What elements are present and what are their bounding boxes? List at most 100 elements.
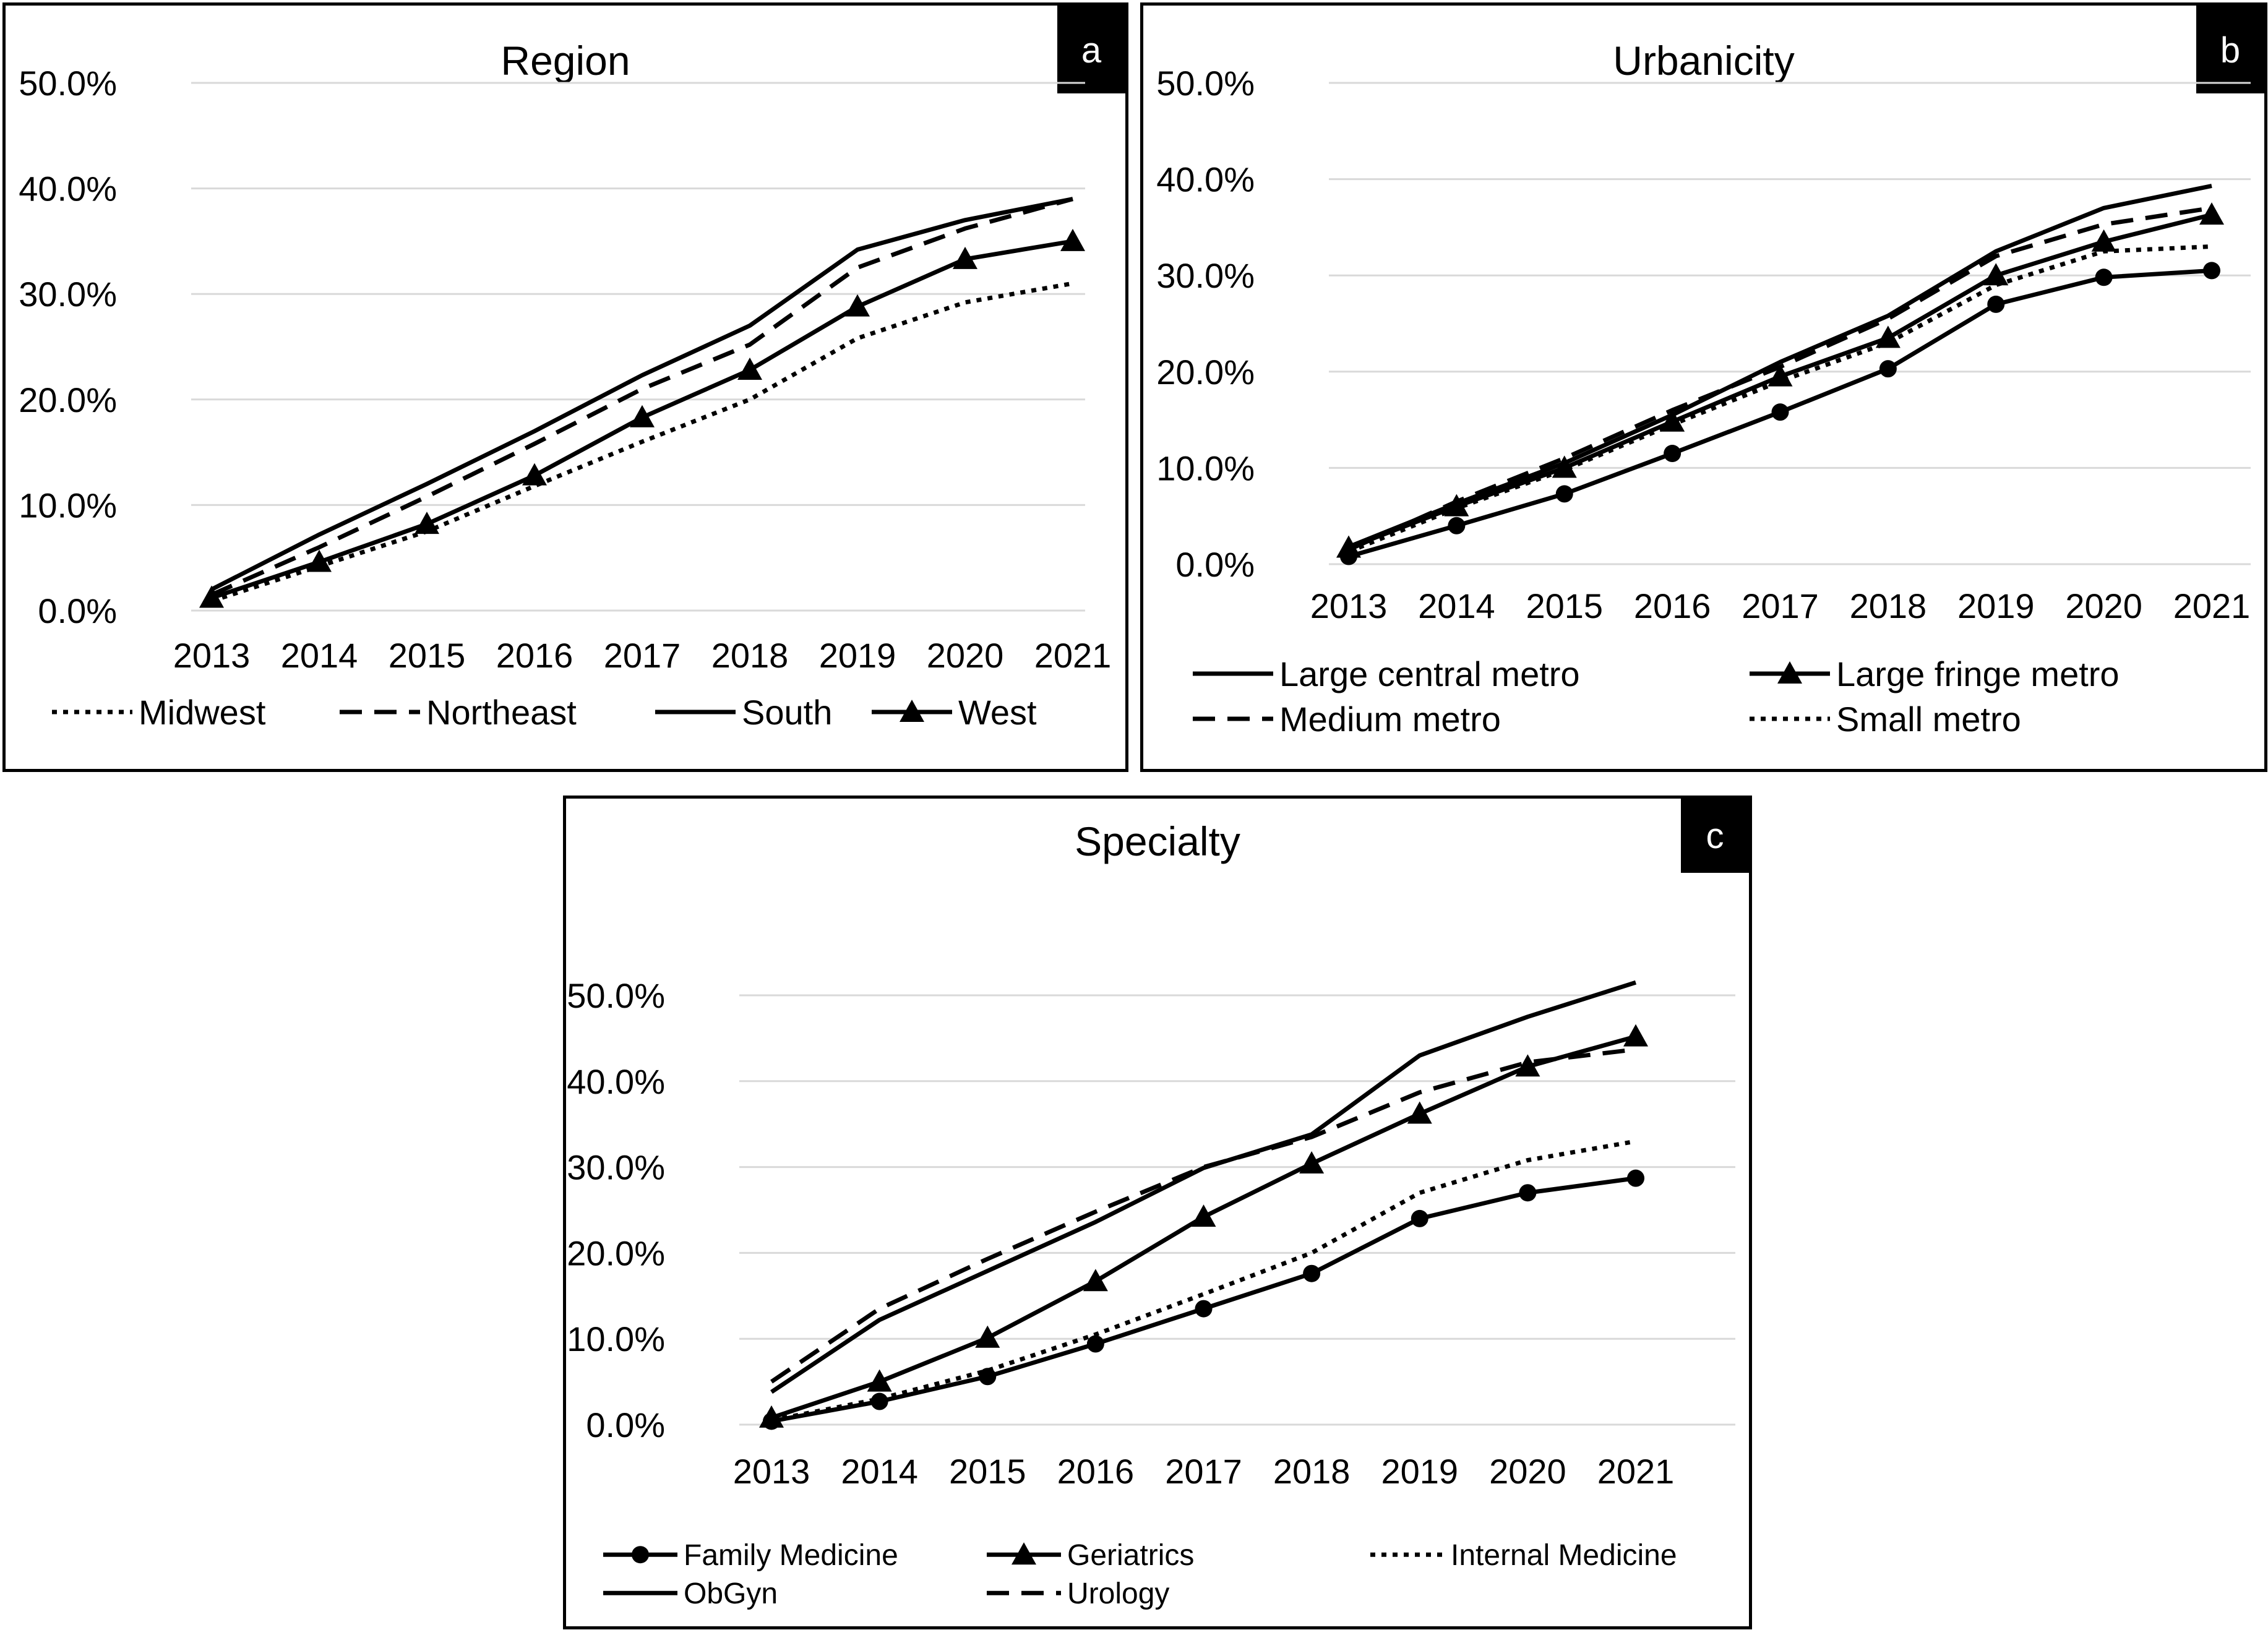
- y-tick-label: 30.0%: [567, 1148, 665, 1187]
- series-line-northeast: [210, 197, 1073, 597]
- data-point-family-medicine: [1303, 1264, 1321, 1282]
- data-point-geriatrics: [1299, 1151, 1325, 1174]
- data-point-large-fringe-metro: [1875, 325, 1901, 348]
- legend-label: Small metro: [1836, 700, 2021, 739]
- x-tick-label: 2015: [949, 1452, 1026, 1491]
- chart-title: Urbanicity: [1613, 38, 1794, 84]
- x-tick-label: 2014: [281, 636, 358, 675]
- data-point-west: [199, 585, 224, 608]
- legend-label: South: [742, 693, 832, 732]
- data-point-geriatrics: [1515, 1054, 1540, 1077]
- data-point-large-fringe-metro: [1552, 455, 1577, 478]
- x-tick-label: 2016: [496, 636, 573, 675]
- legend-marker: [1777, 661, 1802, 684]
- region-chart: a Region 0.0% 10.0% 20.0% 30.0% 40.0% 50.0% 2…: [19, 6, 1125, 732]
- x-tick-label: 2016: [1634, 586, 1711, 625]
- specialty-chart: c Specialty 0.0% 10.0% 20.0% 30.0% 40.0% 50.0…: [567, 799, 1749, 1610]
- y-tick-label: 0.0%: [586, 1405, 665, 1444]
- x-tick-label: 2019: [819, 636, 896, 675]
- data-point-west: [737, 358, 762, 380]
- series-line-south: [210, 197, 1073, 591]
- y-tick-label: 0.0%: [38, 591, 117, 630]
- legend-item-west: West: [872, 693, 1037, 732]
- y-tick-label: 40.0%: [19, 169, 117, 208]
- legend-label: Internal Medicine: [1451, 1539, 1677, 1572]
- data-point-geriatrics: [1083, 1269, 1108, 1292]
- y-tick-label: 30.0%: [19, 275, 117, 314]
- data-point-geriatrics: [1623, 1024, 1648, 1047]
- data-point-large-fringe-metro: [2199, 202, 2224, 225]
- data-point-geriatrics: [975, 1325, 1000, 1348]
- series-line-internal-medicine: [771, 1139, 1636, 1423]
- chart-title: Region: [500, 38, 630, 84]
- x-tick-label: 2021: [1597, 1452, 1675, 1491]
- x-tick-label: 2021: [2173, 586, 2251, 625]
- x-tick-label: 2017: [604, 636, 681, 675]
- data-point-unlabeled-series: [1987, 295, 2005, 313]
- y-tick-label: 10.0%: [1156, 448, 1255, 487]
- x-tick-label: 2013: [733, 1452, 810, 1491]
- series-line-midwest: [210, 281, 1073, 603]
- y-tick-label: 50.0%: [19, 64, 117, 103]
- panel-badge: [1057, 6, 1125, 93]
- y-tick-label: 0.0%: [1175, 545, 1255, 584]
- x-tick-label: 2018: [711, 636, 789, 675]
- x-tick-label: 2019: [1957, 586, 2035, 625]
- x-tick-label: 2015: [389, 636, 466, 675]
- x-tick-label: 2019: [1381, 1452, 1458, 1491]
- data-point-west: [953, 246, 977, 269]
- data-point-geriatrics: [1191, 1204, 1216, 1227]
- legend-marker: [900, 700, 924, 722]
- data-point-unlabeled-series: [1879, 360, 1897, 378]
- y-tick-label: 30.0%: [1156, 256, 1255, 295]
- data-point-large-fringe-metro: [2091, 229, 2116, 252]
- data-point-west: [1060, 228, 1085, 251]
- y-tick-label: 10.0%: [19, 486, 117, 525]
- data-point-unlabeled-series: [1448, 517, 1466, 534]
- legend-label: Large fringe metro: [1836, 654, 2120, 693]
- panel-badge-label: c: [1706, 816, 1724, 856]
- x-tick-label: 2018: [1850, 586, 1927, 625]
- panel-badge: [2196, 6, 2264, 93]
- x-tick-label: 2021: [1034, 636, 1112, 675]
- legend-item-northeast: Northeast: [340, 693, 577, 732]
- data-point-family-medicine: [1086, 1335, 1104, 1353]
- legend-item-family-medicine: Family Medicine: [603, 1539, 898, 1572]
- legend-label: Geriatrics: [1067, 1539, 1194, 1572]
- legend-label: Midwest: [139, 693, 266, 732]
- legend-label: Northeast: [426, 693, 577, 732]
- legend-item-small-metro: Small metro: [1750, 700, 2021, 739]
- data-point-west: [307, 549, 332, 572]
- data-point-unlabeled-series: [2095, 268, 2113, 286]
- x-tick-label: 2020: [1489, 1452, 1566, 1491]
- x-tick-label: 2013: [173, 636, 251, 675]
- data-point-large-fringe-metro: [1983, 263, 2009, 286]
- panel-badge-label: b: [2220, 30, 2240, 71]
- data-point-geriatrics: [867, 1369, 892, 1392]
- chart-panel-specialty: c Specialty 0.0% 10.0% 20.0% 30.0% 40.0% 50.0…: [563, 796, 1752, 1629]
- data-point-unlabeled-series: [1664, 445, 1682, 463]
- data-point-west: [415, 512, 439, 534]
- x-tick-label: 2020: [2065, 586, 2142, 625]
- data-point-family-medicine: [1627, 1169, 1644, 1187]
- legend-item-obgyn: ObGyn: [603, 1577, 778, 1610]
- legend-item-large-fringe-metro: Large fringe metro: [1750, 654, 2120, 693]
- y-tick-label: 20.0%: [19, 380, 117, 419]
- data-point-family-medicine: [1411, 1209, 1428, 1227]
- urbanicity-chart: b Urbanicity 0.0% 10.0% 20.0% 30.0% 40.0% 50.…: [1156, 6, 2264, 739]
- data-point-west: [845, 294, 870, 317]
- y-tick-label: 40.0%: [1156, 160, 1255, 199]
- legend-label: Medium metro: [1279, 700, 1501, 739]
- data-point-west: [522, 463, 547, 486]
- panel-badge-label: a: [1081, 30, 1102, 71]
- y-tick-label: 20.0%: [567, 1233, 665, 1272]
- data-point-large-fringe-metro: [1768, 364, 1793, 387]
- x-tick-label: 2015: [1526, 586, 1603, 625]
- x-tick-label: 2016: [1057, 1452, 1135, 1491]
- legend-item-midwest: Midwest: [52, 693, 266, 732]
- legend-label: ObGyn: [684, 1577, 778, 1610]
- data-point-family-medicine: [979, 1368, 997, 1386]
- panel-badge: [1681, 799, 1749, 873]
- chart-panel-urbanicity: b Urbanicity 0.0% 10.0% 20.0% 30.0% 40.0% 50.…: [1140, 2, 2267, 772]
- y-tick-label: 50.0%: [567, 976, 665, 1015]
